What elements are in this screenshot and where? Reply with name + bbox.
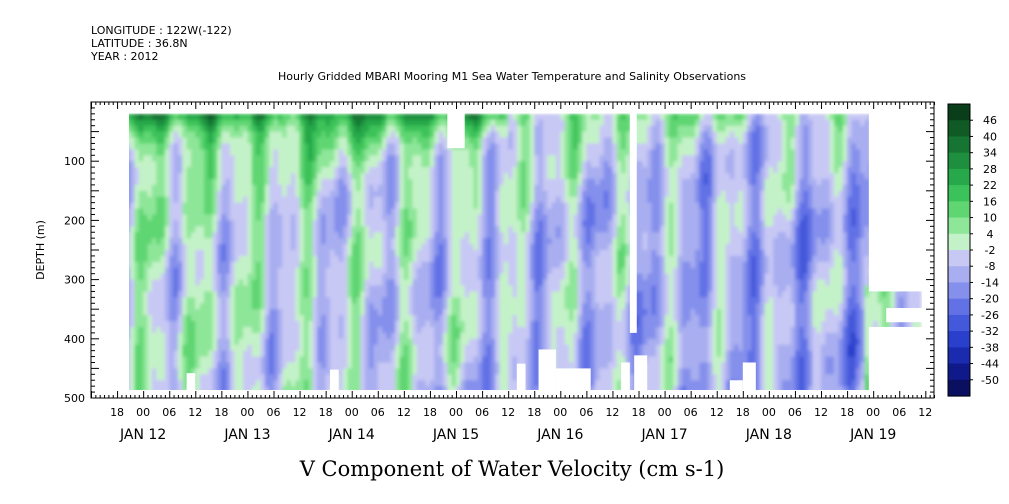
colorbar-label: -8 — [985, 260, 996, 273]
x-hour-tick-label: 18 — [632, 406, 646, 419]
x-axis-title: V Component of Water Velocity (cm s-1) — [299, 457, 725, 481]
x-hour-tick-label: 06 — [892, 406, 906, 419]
x-hour-tick-label: 00 — [762, 406, 776, 419]
x-hour-tick-label: 06 — [162, 406, 176, 419]
x-hour-tick-label: 12 — [814, 406, 828, 419]
missing-data-regions — [186, 113, 934, 390]
colorbar-swatch — [948, 282, 970, 300]
x-day-label: JAN 14 — [328, 427, 375, 443]
colorbar: 46 40 34 28 22 16 10 4 -2 -8 -14 -20 -26 -32 -38 -44 -50 — [947, 103, 999, 397]
x-hour-tick-label: 06 — [267, 406, 281, 419]
x-day-label: JAN 16 — [536, 427, 583, 443]
x-hour-tick-label: 12 — [710, 406, 724, 419]
x-day-label: JAN 13 — [223, 427, 270, 443]
y-axis-title: DEPTH (m) — [34, 220, 47, 280]
colorbar-swatch — [948, 152, 970, 170]
colorbar-swatch — [948, 233, 970, 251]
x-hour-tick-label: 12 — [501, 406, 515, 419]
colorbar-label: -2 — [985, 244, 996, 257]
colorbar-label: 46 — [983, 114, 997, 127]
x-hour-tick-label: 00 — [345, 406, 359, 419]
x-hour-tick-label: 00 — [240, 406, 254, 419]
x-day-label: JAN 12 — [119, 427, 166, 443]
y-tick-label: 400 — [64, 333, 85, 346]
x-hour-tick-label: 00 — [136, 406, 150, 419]
colorbar-label: 16 — [983, 195, 997, 208]
x-hour-tick-label: 06 — [579, 406, 593, 419]
x-hour-tick-label: 00 — [658, 406, 672, 419]
x-hour-tick-label: 06 — [788, 406, 802, 419]
x-hour-tick-label: 12 — [605, 406, 619, 419]
y-tick-label: 200 — [64, 214, 85, 227]
colorbar-swatch — [948, 104, 970, 121]
colorbar-label: -20 — [981, 293, 999, 306]
y-tick-label: 100 — [64, 155, 85, 168]
colorbar-label: 22 — [983, 179, 997, 192]
longitude-label: LONGITUDE : 122W(-122) — [91, 24, 232, 37]
x-hour-tick-label: 00 — [449, 406, 463, 419]
colorbar-swatch — [948, 136, 970, 154]
x-hour-tick-label: 06 — [684, 406, 698, 419]
x-hour-tick-label: 12 — [397, 406, 411, 419]
colorbar-swatch — [948, 266, 970, 284]
x-hour-tick-label: 18 — [736, 406, 750, 419]
colorbar-label: -14 — [981, 276, 999, 289]
x-hour-tick-label: 12 — [918, 406, 932, 419]
x-day-label: JAN 17 — [640, 427, 687, 443]
chart-title: Hourly Gridded MBARI Mooring M1 Sea Wate… — [278, 70, 746, 83]
colorbar-swatch — [948, 379, 970, 397]
colorbar-label: -32 — [981, 325, 999, 338]
y-tick-label: 500 — [64, 392, 85, 405]
colorbar-label: 10 — [983, 212, 997, 225]
x-hour-tick-label: 00 — [553, 406, 567, 419]
x-hour-tick-label: 18 — [527, 406, 541, 419]
x-hour-tick-label: 18 — [423, 406, 437, 419]
colorbar-swatch — [948, 168, 970, 186]
colorbar-label: -26 — [981, 309, 999, 322]
x-hour-tick-label: 06 — [475, 406, 489, 419]
colorbar-swatch — [948, 185, 970, 202]
colorbar-swatch — [948, 314, 970, 332]
x-hour-tick-label: 18 — [319, 406, 333, 419]
colorbar-swatch — [948, 363, 970, 381]
x-hour-tick-label: 12 — [293, 406, 307, 419]
colorbar-swatch — [948, 217, 970, 235]
colorbar-label: 34 — [983, 147, 997, 160]
x-day-label: JAN 19 — [849, 427, 896, 443]
heatmap-area — [129, 113, 934, 390]
colorbar-swatch — [948, 201, 970, 219]
colorbar-swatch — [948, 298, 970, 316]
colorbar-swatch — [948, 347, 970, 365]
colorbar-swatch — [948, 331, 970, 348]
colorbar-label: 28 — [983, 163, 997, 176]
colorbar-label: 4 — [987, 228, 994, 241]
y-tick-label: 300 — [64, 274, 85, 287]
x-hour-tick-label: 18 — [840, 406, 854, 419]
colorbar-swatch — [948, 250, 970, 267]
colorbar-label: -44 — [981, 358, 999, 371]
x-hour-tick-label: 18 — [214, 406, 228, 419]
latitude-label: LATITUDE : 36.8N — [91, 37, 188, 50]
axis-ticks: 100 200 300 400 500 18 00 06 12 18 00 06 12 18 00 06 12 1… — [64, 102, 935, 443]
x-hour-tick-label: 00 — [866, 406, 880, 419]
x-hour-tick-label: 12 — [188, 406, 202, 419]
colorbar-swatch — [948, 120, 970, 138]
x-hour-tick-label: 06 — [371, 406, 385, 419]
colorbar-label: 40 — [983, 130, 997, 143]
colorbar-label: -50 — [981, 374, 999, 387]
x-hour-tick-label: 18 — [110, 406, 124, 419]
year-label: YEAR : 2012 — [90, 50, 159, 63]
x-day-label: JAN 18 — [745, 427, 792, 443]
colorbar-label: -38 — [981, 341, 999, 354]
x-day-label: JAN 15 — [432, 427, 479, 443]
